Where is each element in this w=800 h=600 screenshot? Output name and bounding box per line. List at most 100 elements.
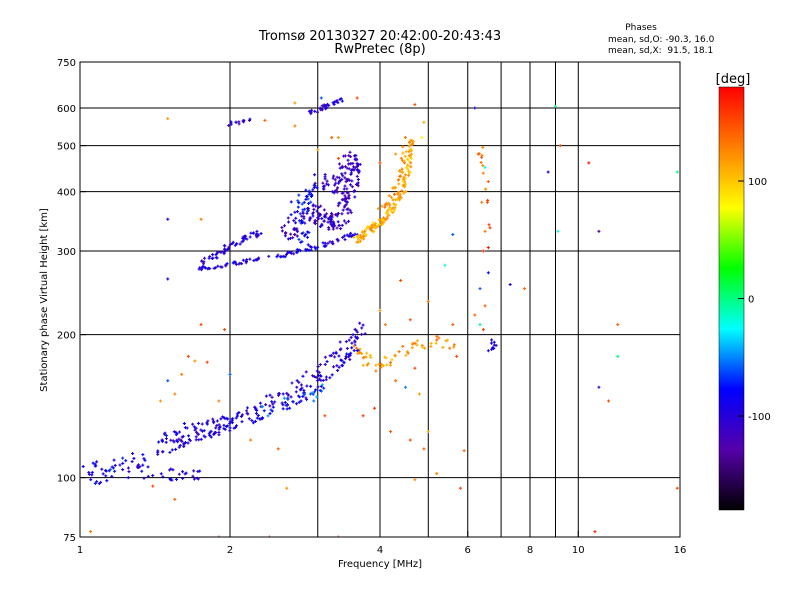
data-point bbox=[263, 118, 267, 122]
data-point bbox=[313, 109, 317, 113]
data-point bbox=[408, 318, 412, 322]
data-point bbox=[407, 159, 411, 163]
data-point bbox=[406, 351, 410, 355]
data-point bbox=[262, 409, 266, 413]
data-point bbox=[407, 144, 411, 148]
data-point bbox=[489, 341, 493, 345]
data-point bbox=[286, 237, 290, 241]
data-point bbox=[268, 404, 272, 408]
data-point bbox=[349, 231, 353, 235]
data-point bbox=[289, 232, 293, 236]
data-point bbox=[171, 439, 175, 443]
data-point bbox=[490, 347, 494, 351]
data-point bbox=[306, 197, 310, 201]
data-point bbox=[302, 389, 306, 393]
data-point bbox=[396, 197, 400, 201]
data-point bbox=[558, 144, 562, 148]
data-point bbox=[490, 338, 494, 342]
data-point bbox=[303, 221, 307, 225]
data-point bbox=[333, 183, 337, 187]
data-point bbox=[315, 395, 319, 399]
data-point bbox=[336, 186, 340, 190]
data-point bbox=[376, 224, 380, 228]
colorbar-tick-label: 100 bbox=[748, 177, 767, 188]
data-point bbox=[353, 327, 357, 331]
data-point bbox=[199, 217, 203, 221]
data-point bbox=[316, 385, 320, 389]
colorbar-tick-label: 0 bbox=[748, 295, 754, 306]
data-point bbox=[196, 477, 200, 481]
data-point bbox=[388, 363, 392, 367]
data-point bbox=[335, 99, 339, 103]
data-point bbox=[344, 203, 348, 207]
data-point bbox=[295, 385, 299, 389]
data-point bbox=[304, 188, 308, 192]
data-point bbox=[283, 234, 287, 238]
data-point bbox=[110, 474, 114, 478]
data-point bbox=[255, 229, 259, 233]
data-point bbox=[343, 154, 347, 158]
data-point bbox=[402, 159, 406, 163]
data-point bbox=[266, 414, 270, 418]
data-point bbox=[307, 192, 311, 196]
data-point bbox=[264, 403, 268, 407]
data-point bbox=[350, 168, 354, 172]
data-point bbox=[298, 395, 302, 399]
data-point bbox=[240, 262, 244, 266]
data-point bbox=[184, 471, 188, 475]
data-point bbox=[338, 340, 342, 344]
data-point bbox=[237, 262, 241, 266]
data-point bbox=[306, 235, 310, 239]
data-point bbox=[403, 185, 407, 189]
data-point bbox=[337, 365, 341, 369]
data-point bbox=[330, 190, 334, 194]
data-point bbox=[347, 178, 351, 182]
data-point bbox=[380, 204, 384, 208]
data-point bbox=[348, 358, 352, 362]
data-point bbox=[285, 391, 289, 395]
data-point bbox=[296, 199, 300, 203]
data-point bbox=[435, 338, 439, 342]
data-point bbox=[245, 411, 249, 415]
data-point bbox=[95, 480, 99, 484]
data-point bbox=[391, 210, 395, 214]
data-point bbox=[300, 202, 304, 206]
data-point bbox=[314, 247, 318, 251]
data-point bbox=[426, 299, 430, 303]
data-point bbox=[104, 474, 108, 478]
data-point bbox=[492, 346, 496, 350]
data-point bbox=[326, 241, 330, 245]
data-point bbox=[307, 231, 311, 235]
data-point bbox=[297, 237, 301, 241]
data-point bbox=[382, 220, 386, 224]
data-point bbox=[178, 443, 182, 447]
data-point bbox=[346, 211, 350, 215]
data-point bbox=[486, 271, 490, 275]
data-point bbox=[318, 388, 322, 392]
data-point bbox=[409, 152, 413, 156]
data-point bbox=[417, 392, 421, 396]
data-point bbox=[267, 254, 271, 258]
data-point bbox=[316, 148, 320, 152]
data-point bbox=[316, 365, 320, 369]
data-point bbox=[317, 370, 321, 374]
data-point bbox=[315, 186, 319, 190]
data-point bbox=[234, 263, 238, 267]
y-tick-labels: 75 100 200 300 400 500 600 750 bbox=[57, 58, 76, 544]
data-point bbox=[325, 182, 329, 186]
data-point bbox=[616, 323, 620, 327]
data-point bbox=[336, 220, 340, 224]
data-point bbox=[340, 223, 344, 227]
data-point bbox=[301, 374, 305, 378]
data-point bbox=[546, 170, 550, 174]
data-point bbox=[121, 468, 125, 472]
data-point bbox=[347, 219, 351, 223]
data-point bbox=[177, 472, 181, 476]
data-point bbox=[194, 426, 198, 430]
data-point bbox=[164, 437, 168, 441]
data-point bbox=[317, 212, 321, 216]
data-point bbox=[300, 231, 304, 235]
data-point bbox=[219, 265, 223, 269]
data-point bbox=[280, 229, 284, 233]
data-point bbox=[392, 208, 396, 212]
